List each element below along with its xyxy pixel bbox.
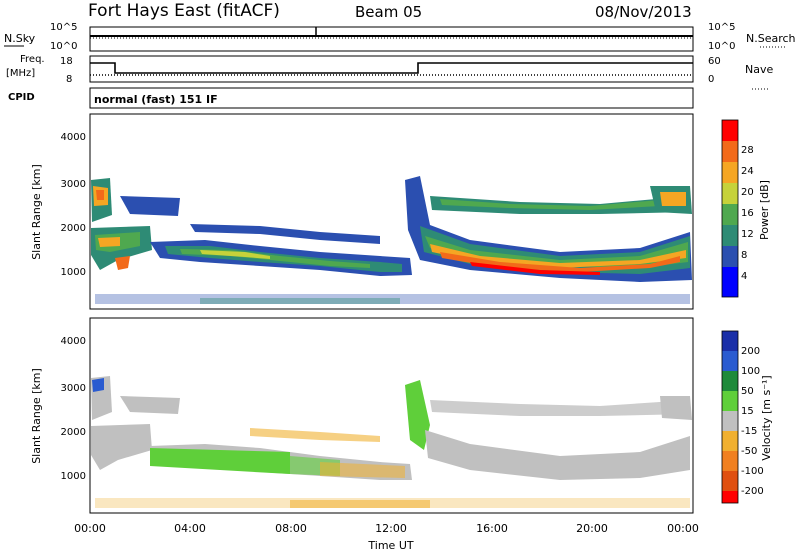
frequency-panel: Freq. [MHz] CPID 18 8 60 0 Nave: [6, 54, 773, 103]
cpid-text: normal (fast) 151 IF: [94, 93, 218, 106]
x-tick: 20:00: [576, 522, 608, 535]
noise-search-label: N.Search: [746, 32, 796, 45]
noise-sky-label: N.Sky: [4, 32, 36, 45]
velocity-cb-tick: 15: [741, 406, 754, 417]
noise-right-tick-top: 10^5: [708, 22, 735, 33]
power-cb-tick: 12: [741, 229, 754, 240]
x-tick: 08:00: [275, 522, 307, 535]
power-cb-tick: 16: [741, 208, 754, 219]
noise-left-tick-top: 10^5: [50, 22, 77, 33]
velocity-cb-tick: -200: [741, 486, 764, 497]
velocity-panel: Slant Range [km] 1000 2000 3000 4000: [30, 317, 694, 514]
velocity-cb-tick: 50: [741, 386, 754, 397]
station-title: Fort Hays East (fitACF): [88, 1, 280, 21]
frequency-line: [90, 62, 693, 74]
velocity-heatmap: [91, 376, 692, 508]
velocity-ytick: 2000: [61, 427, 86, 438]
freq-tick-top: 18: [60, 56, 73, 67]
power-ytick: 4000: [61, 132, 86, 143]
freq-unit-label: [MHz]: [6, 68, 35, 79]
x-tick: 16:00: [476, 522, 508, 535]
velocity-colorbar: 200 100 50 15 -15 -50 -100 -200 Velocity…: [721, 330, 773, 504]
power-ytick: 2000: [61, 223, 86, 234]
velocity-yticks: 1000 2000 3000 4000: [61, 336, 86, 482]
cpid-label: CPID: [8, 92, 35, 103]
x-axis-label: Time UT: [367, 539, 413, 552]
velocity-ytick: 1000: [61, 471, 86, 482]
velocity-ytick: 3000: [61, 383, 86, 394]
nave-tick-bottom: 0: [708, 74, 714, 85]
velocity-cb-tick: -15: [741, 426, 757, 437]
freq-tick-bottom: 8: [66, 74, 72, 85]
power-cb-tick: 20: [741, 187, 754, 198]
power-cb-tick: 28: [741, 145, 754, 156]
power-yticks: 1000 2000 3000 4000: [61, 132, 86, 278]
x-tick: 00:00: [74, 522, 106, 535]
velocity-colorbar-label: Velocity [m s⁻¹]: [760, 375, 773, 460]
power-colorbar-label: Power [dB]: [758, 180, 771, 240]
power-ylabel: Slant Range [km]: [30, 164, 43, 260]
velocity-ylabel: Slant Range [km]: [30, 368, 43, 464]
velocity-ytick: 4000: [61, 336, 86, 347]
x-tick: 12:00: [375, 522, 407, 535]
velocity-cb-tick: 200: [741, 346, 760, 357]
power-cb-tick: 8: [741, 250, 747, 261]
velocity-cb-tick: -50: [741, 446, 757, 457]
noise-right-tick-bottom: 10^0: [708, 41, 735, 52]
beam-label: Beam 05: [355, 3, 422, 21]
noise-left-tick-bottom: 10^0: [50, 41, 77, 52]
power-ytick: 3000: [61, 179, 86, 190]
power-colorbar: 4 8 12 16 20 24 28 Power [dB]: [721, 119, 771, 298]
x-axis: 00:00 04:00 08:00 12:00 16:00 20:00 00:0…: [74, 522, 699, 552]
power-cb-tick: 24: [741, 166, 754, 177]
velocity-cb-tick: -100: [741, 466, 764, 477]
cpid-panel: [89, 87, 694, 109]
date-label: 08/Nov/2013: [595, 3, 692, 21]
x-tick: 00:00: [667, 522, 699, 535]
velocity-cb-tick: 100: [741, 366, 760, 377]
freq-label: Freq.: [20, 54, 45, 65]
nave-label: Nave: [745, 63, 773, 76]
noise-panel: N.Sky 10^5 10^0 10^5 10^0 N.Search: [4, 22, 796, 52]
power-ytick: 1000: [61, 267, 86, 278]
x-tick: 04:00: [174, 522, 206, 535]
power-heatmap: [91, 176, 692, 304]
power-panel: Slant Range [km] 1000 2000 3000 4000: [30, 113, 694, 310]
power-cb-tick: 4: [741, 271, 747, 282]
nave-tick-top: 60: [708, 56, 721, 67]
